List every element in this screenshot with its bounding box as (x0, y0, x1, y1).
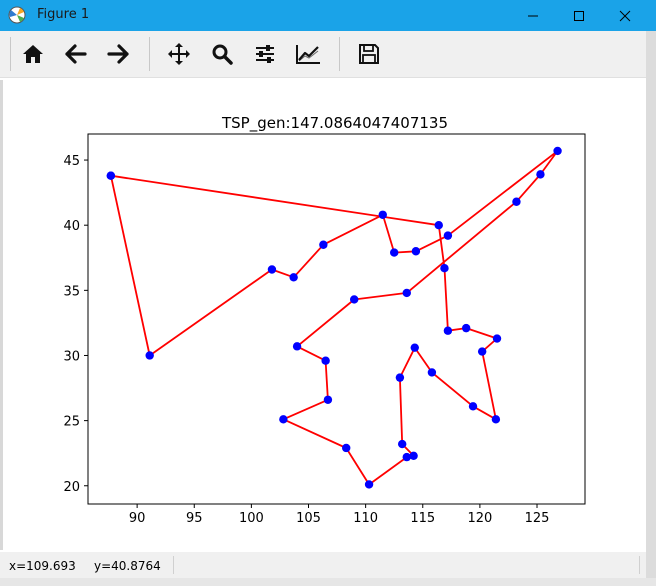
city-point (364, 480, 374, 489)
status-separator (173, 556, 174, 574)
city-point (402, 288, 411, 298)
y-coordinate-readout: y=40.8764 (94, 559, 161, 573)
resize-grip[interactable] (639, 556, 640, 574)
background-window-edge (646, 31, 656, 586)
city-point (292, 342, 302, 351)
city-point (492, 334, 502, 343)
zoom-button[interactable] (205, 37, 239, 71)
chart-title: TSP_gen:147.0864047407135 (221, 114, 448, 133)
arrow-right-icon (107, 44, 129, 64)
y-tick-label: 45 (63, 154, 80, 169)
city-point (411, 247, 421, 256)
forward-button[interactable] (101, 37, 135, 71)
x-tick-label: 110 (353, 511, 378, 526)
toolbar-grip (10, 37, 11, 71)
city-point (434, 220, 443, 230)
background-window-edge-left (0, 80, 3, 550)
x-tick-label: 125 (525, 511, 550, 526)
arrow-left-icon (65, 44, 87, 64)
city-point (409, 451, 418, 460)
status-bar: x=109.693 y=40.8764 (0, 552, 646, 578)
city-point (395, 373, 405, 382)
route-line (110, 149, 559, 486)
city-point (468, 402, 478, 411)
x-tick-label: 120 (467, 511, 492, 526)
x-tick-label: 95 (186, 511, 203, 526)
city-point (443, 326, 453, 335)
city-point (440, 263, 449, 273)
city-point (321, 356, 330, 365)
city-point (477, 347, 487, 356)
matplotlib-logo-icon (8, 6, 26, 24)
city-point (378, 210, 387, 219)
line-chart-icon (296, 45, 320, 64)
edit-axis-button[interactable] (291, 37, 325, 71)
city-point (491, 415, 501, 424)
window-titlebar: Figure 1 (0, 0, 656, 31)
city-point (267, 265, 277, 274)
city-point (536, 170, 545, 179)
x-tick-label: 115 (410, 511, 435, 526)
close-button[interactable] (602, 0, 648, 31)
sliders-icon (256, 45, 274, 63)
back-button[interactable] (59, 37, 93, 71)
configure-subplots-button[interactable] (248, 37, 282, 71)
x-tick-label: 100 (239, 511, 264, 526)
pan-button[interactable] (162, 37, 196, 71)
city-point (443, 231, 453, 240)
city-point (279, 415, 288, 424)
minimize-button[interactable] (510, 0, 556, 31)
background-desktop-edge (0, 578, 656, 586)
y-tick-label: 20 (63, 480, 80, 495)
city-point (350, 295, 359, 304)
minimize-icon (528, 15, 538, 16)
x-tick-label: 90 (129, 511, 146, 526)
city-point (402, 452, 411, 462)
city-point (427, 368, 437, 377)
x-tick-label: 105 (296, 511, 321, 526)
city-point (410, 343, 419, 352)
city-point (389, 248, 399, 257)
maximize-button[interactable] (556, 0, 602, 31)
home-icon (23, 45, 43, 63)
city-point (553, 146, 562, 156)
save-icon (359, 44, 379, 64)
tsp-route-chart[interactable]: TSP_gen:147.0864047407135 90 95 100 105 110 1… (0, 78, 646, 552)
y-tick-label: 35 (63, 284, 80, 299)
toolbar-separator (339, 37, 340, 71)
y-tick-label: 25 (63, 415, 80, 430)
maximize-icon (574, 10, 584, 21)
city-point (145, 351, 154, 360)
toolbar-separator (149, 37, 150, 71)
city-point (319, 240, 328, 249)
window-title: Figure 1 (37, 7, 90, 22)
home-button[interactable] (16, 37, 50, 71)
city-point (106, 171, 116, 180)
city-point (397, 439, 407, 449)
navigation-toolbar (0, 31, 646, 78)
x-coordinate-readout: x=109.693 (9, 559, 76, 573)
city-point (342, 443, 351, 453)
city-point (289, 273, 298, 282)
move-icon (168, 43, 190, 65)
city-point (323, 395, 333, 404)
plot-frame (87, 133, 586, 505)
y-tick-label: 30 (63, 349, 80, 364)
y-tick-label: 40 (63, 219, 80, 234)
save-button[interactable] (352, 37, 386, 71)
zoom-icon (212, 44, 233, 65)
close-icon (619, 10, 631, 21)
figure-canvas[interactable]: TSP_gen:147.0864047407135 90 95 100 105 110 1… (0, 78, 646, 552)
city-point (512, 197, 521, 206)
city-point (461, 323, 471, 333)
